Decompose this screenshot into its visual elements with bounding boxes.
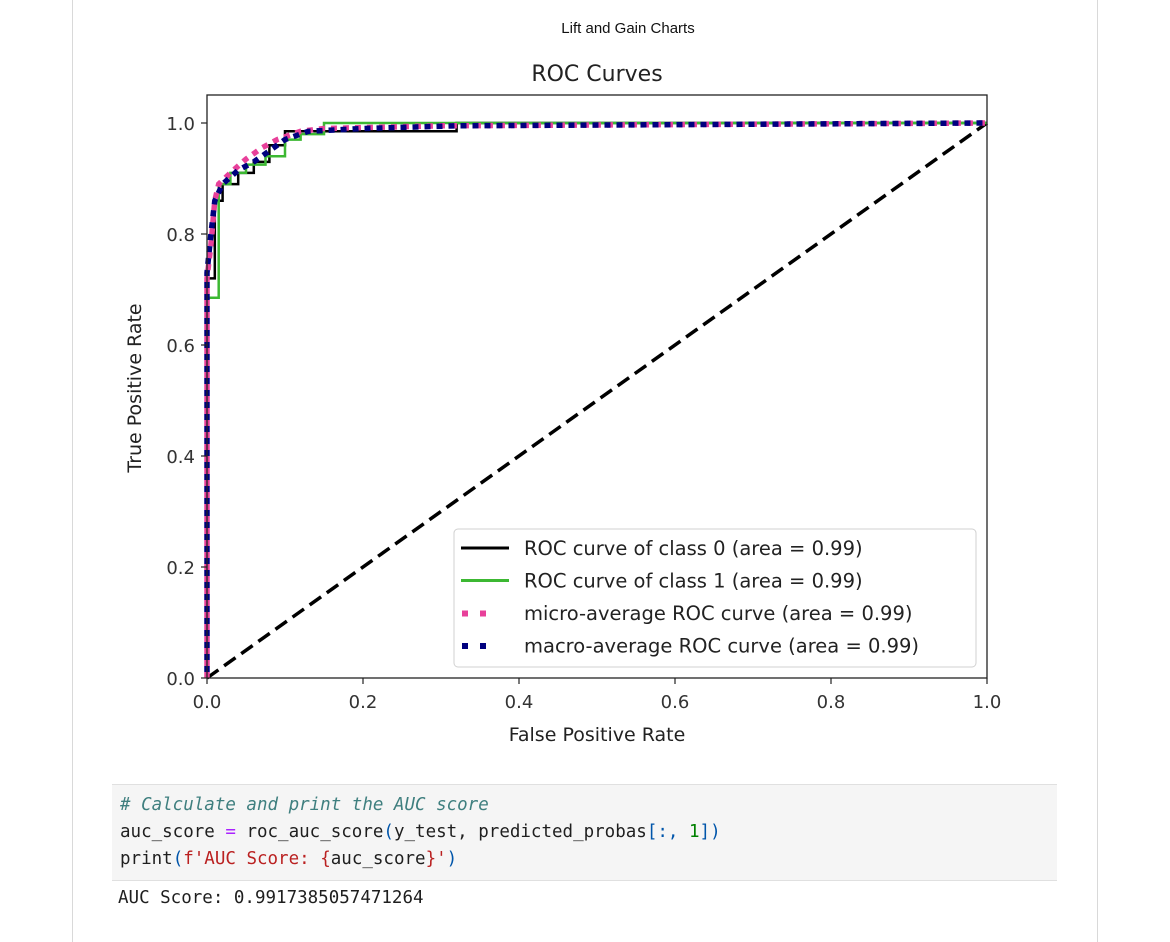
series-micro-average-roc-curve-area-0-99 <box>204 120 988 678</box>
y-tick-label: 0.8 <box>166 225 195 246</box>
x-tick-label: 1.0 <box>973 692 1002 713</box>
x-tick-label: 0.4 <box>505 692 534 713</box>
y-tick-label: 0.0 <box>166 669 195 690</box>
code-operator: = <box>225 822 236 842</box>
x-tick-label: 0.8 <box>817 692 846 713</box>
legend-box <box>453 528 977 668</box>
code-brace: } <box>425 849 437 869</box>
code-expr: auc_score <box>330 849 426 869</box>
y-tick-label: 0.2 <box>166 558 195 579</box>
x-tick-label: 0.6 <box>661 692 690 713</box>
x-tick-label: 0.2 <box>349 692 378 713</box>
code-line-print: print(f'AUC Score: {auc_score}') <box>120 849 457 869</box>
code-var: auc_score <box>120 822 226 842</box>
plot-area <box>204 120 989 680</box>
code-number: 1 <box>689 822 700 842</box>
notebook-border-left <box>72 0 73 942</box>
y-tick-label: 0.4 <box>166 447 195 468</box>
x-axis: 0.0 0.2 0.4 0.6 0.8 1.0 <box>193 678 1002 713</box>
plot-frame <box>206 94 988 679</box>
code-args: y_test, predicted_probas <box>393 822 647 842</box>
code-paren: ( <box>383 822 394 842</box>
roc-chart: ROC Curves 0.0 0.2 0.4 0.6 0.8 1.0 0.00.20.40… <box>124 62 1002 746</box>
figure-caption: Lift and Gain Charts <box>561 20 695 37</box>
chart-title: ROC Curves <box>531 62 662 87</box>
code-call: roc_auc_score <box>235 822 384 842</box>
y-axis: 0.0 0.2 0.4 0.6 0.8 1.0 <box>166 114 207 690</box>
legend-label: micro-average ROC curve (area = 0.99) <box>524 602 912 625</box>
cell-output: AUC Score: 0.9917385057471264 <box>118 888 424 908</box>
notebook-border-right <box>1097 0 1098 942</box>
legend: ROC curve of class 0 (area = 0.99) ROC cu… <box>453 528 977 668</box>
code-brace: { <box>320 849 331 869</box>
code-string: f'AUC Score: <box>183 849 321 869</box>
code-bracket: [:, <box>646 822 689 842</box>
x-axis-label: False Positive Rate <box>509 724 686 746</box>
series-chance <box>205 121 989 680</box>
y-tick-label: 0.6 <box>166 336 195 357</box>
legend-label: macro-average ROC curve (area = 0.99) <box>524 635 919 658</box>
series-macro-average-roc-curve <box>204 120 988 678</box>
code-paren: ( <box>172 849 184 869</box>
legend-label: ROC curve of class 0 (area = 0.99) <box>524 537 863 560</box>
code-func: print <box>120 849 173 869</box>
code-comment: # Calculate and print the AUC score <box>120 795 489 815</box>
code-bracket: ] <box>699 822 711 842</box>
x-tick-label: 0.0 <box>193 692 222 713</box>
code-comment-line: # Calculate and print the AUC score <box>120 795 489 815</box>
y-tick-label: 1.0 <box>166 114 195 135</box>
code-line-auc: auc_score = roc_auc_score(y_test, predic… <box>120 822 721 842</box>
y-axis-label: True Positive Rate <box>124 303 146 473</box>
legend-label: ROC curve of class 1 (area = 0.99) <box>524 570 863 593</box>
code-string: ' <box>436 849 447 869</box>
code-paren: ) <box>446 849 458 869</box>
code-paren: ) <box>710 822 721 842</box>
code-cell[interactable]: # Calculate and print the AUC score auc_… <box>112 784 1057 881</box>
